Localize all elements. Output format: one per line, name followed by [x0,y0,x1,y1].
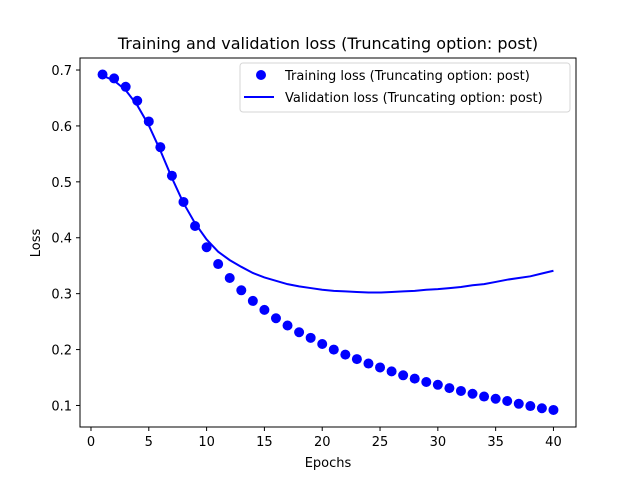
training-loss-point [259,304,270,315]
y-tick-label: 0.1 [51,399,72,414]
training-loss-point [513,398,524,409]
chart-title: Training and validation loss (Truncating… [117,34,538,53]
x-tick-label: 25 [372,435,389,450]
training-loss-point [432,379,443,390]
y-tick-label: 0.2 [51,344,72,359]
training-loss-point [525,401,536,412]
training-loss-point [155,142,166,153]
plot-frame [79,57,577,428]
x-tick-label: 35 [487,435,504,450]
training-loss-point [224,273,235,283]
y-tick-label: 0.4 [51,232,72,247]
training-loss-point [398,370,409,381]
training-loss-point [502,396,513,406]
training-loss-point [386,366,397,377]
y-tick-label: 0.3 [51,288,72,303]
training-loss-point [467,388,478,399]
x-tick-label: 40 [545,435,562,450]
legend-label-training: Training loss (Truncating option: post) [284,69,530,84]
training-loss-point [294,327,305,338]
legend: Training loss (Truncating option: post) … [239,62,571,113]
training-loss-point [247,295,258,306]
training-loss-point [351,354,362,365]
axis-ticks: 0 5 10 15 20 25 30 35 40 0.1 0.2 0.3 0.4 0.5 0.6 0.7 [51,64,561,450]
training-loss-point [213,259,224,270]
training-loss-point [548,404,559,415]
training-loss-point [178,196,189,207]
x-tick-label: 5 [145,435,153,450]
training-loss-point [490,393,501,404]
y-tick-label: 0.5 [51,176,72,191]
training-loss-point [97,69,108,80]
x-axis-label: Epochs [305,456,352,471]
y-tick-label: 0.7 [51,64,72,79]
validation-loss-line [102,74,554,294]
legend-label-validation: Validation loss (Truncating option: post… [285,91,543,106]
training-loss-point [340,349,351,360]
x-tick-label: 30 [430,435,447,450]
training-loss-point [236,285,247,296]
training-loss-point [190,221,201,232]
training-loss-point [109,73,120,84]
training-loss-point [375,362,386,373]
training-loss-point [536,403,547,414]
legend-marker-training [256,70,266,80]
training-loss-point [328,344,339,355]
x-tick-label: 0 [87,435,95,450]
chart-marks [97,69,559,415]
training-loss-point [120,81,131,92]
training-loss-point [132,95,143,106]
training-loss-point [363,358,374,369]
training-loss-point [421,376,432,387]
training-loss-point [317,338,328,349]
training-loss-point [143,116,154,127]
x-tick-label: 20 [314,435,331,450]
training-loss-point [201,242,212,253]
training-loss-point [479,391,490,402]
training-loss-point [282,320,293,331]
legend-box [239,62,571,113]
y-axis-label: Loss [29,229,44,258]
training-loss-point [409,373,420,384]
training-loss-point [444,383,455,394]
x-tick-label: 10 [198,435,215,450]
training-loss-point [455,385,466,396]
training-loss-point [270,313,281,324]
x-tick-label: 15 [256,435,273,450]
training-loss-point [305,332,316,343]
training-loss-point [166,170,177,181]
y-tick-label: 0.6 [51,120,72,135]
